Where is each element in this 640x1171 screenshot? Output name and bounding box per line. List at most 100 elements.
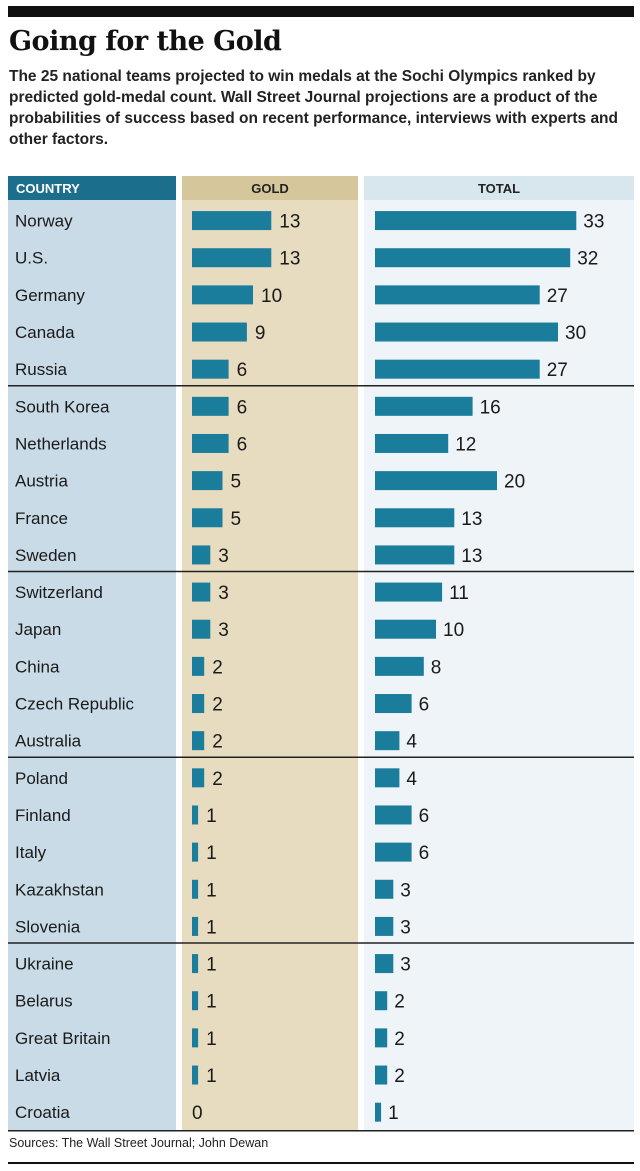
country-label: Japan — [15, 620, 61, 639]
gold-bar — [192, 619, 211, 639]
top-rule — [8, 6, 634, 17]
gold-value: 2 — [212, 769, 223, 790]
gold-value: 0 — [192, 1103, 203, 1124]
gold-bar — [192, 656, 205, 676]
total-value: 4 — [406, 732, 417, 753]
chart-subtitle: The 25 national teams projected to win m… — [9, 68, 618, 148]
total-bar — [375, 991, 388, 1011]
gold-bar — [192, 694, 205, 714]
gold-value: 1 — [206, 806, 217, 827]
gold-bar — [192, 879, 199, 899]
gold-bar — [192, 731, 205, 751]
country-label: Slovenia — [15, 917, 81, 936]
gold-value: 2 — [212, 695, 223, 716]
total-value: 27 — [547, 286, 568, 307]
total-column-bg — [364, 176, 634, 1131]
country-label: Canada — [15, 323, 75, 342]
header-total: TOTAL — [478, 181, 520, 196]
total-header-bg — [364, 176, 634, 200]
country-label: France — [15, 509, 68, 528]
gold-bar — [192, 508, 223, 528]
total-value: 12 — [455, 434, 476, 455]
total-bar — [375, 322, 558, 342]
total-bar — [375, 656, 424, 676]
gold-value: 2 — [212, 657, 223, 678]
country-label: Ukraine — [15, 955, 74, 974]
total-value: 10 — [443, 620, 464, 641]
gold-value: 13 — [279, 249, 300, 270]
country-label: U.S. — [15, 249, 48, 268]
gold-value: 1 — [206, 843, 217, 864]
total-bar — [375, 359, 540, 379]
country-label: South Korea — [15, 397, 110, 416]
total-value: 2 — [394, 1029, 405, 1050]
country-label: Czech Republic — [15, 695, 135, 714]
gold-bar — [192, 842, 199, 862]
gold-value: 9 — [255, 323, 266, 344]
country-label: Sweden — [15, 546, 76, 565]
gold-bar — [192, 396, 229, 416]
country-label: Austria — [15, 472, 68, 491]
total-bar — [375, 433, 449, 453]
total-value: 3 — [400, 917, 411, 938]
gold-value: 10 — [261, 286, 282, 307]
gold-bar — [192, 916, 199, 936]
gold-bar — [192, 322, 247, 342]
header-country: COUNTRY — [16, 181, 80, 196]
gold-value: 6 — [237, 434, 248, 455]
total-bar — [375, 1102, 382, 1122]
total-bar — [375, 954, 394, 974]
gold-value: 1 — [206, 1066, 217, 1087]
country-label: China — [15, 657, 60, 676]
total-value: 1 — [388, 1103, 399, 1124]
total-value: 32 — [577, 249, 598, 270]
gold-value: 5 — [231, 509, 242, 530]
country-label: Australia — [15, 732, 82, 751]
total-value: 8 — [431, 657, 442, 678]
total-bar — [375, 508, 455, 528]
gold-bar — [192, 433, 229, 453]
total-bar — [375, 1065, 388, 1085]
gold-value: 6 — [237, 397, 248, 418]
gold-value: 1 — [206, 1029, 217, 1050]
gold-value: 6 — [237, 360, 248, 381]
total-value: 16 — [480, 397, 501, 418]
gold-bar — [192, 1028, 199, 1048]
gold-value: 3 — [218, 546, 229, 567]
total-bar — [375, 731, 400, 751]
gold-value: 1 — [206, 955, 217, 976]
gold-bar — [192, 359, 229, 379]
total-bar — [375, 842, 412, 862]
gold-bar — [192, 248, 272, 268]
total-bar — [375, 582, 443, 602]
gold-bar — [192, 1065, 199, 1085]
country-label: Netherlands — [15, 434, 107, 453]
total-bar — [375, 619, 436, 639]
gold-value: 1 — [206, 917, 217, 938]
gold-bar — [192, 954, 199, 974]
chart-title: Going for the Gold — [9, 26, 282, 57]
country-header-bg — [8, 176, 176, 200]
country-label: Norway — [15, 212, 73, 231]
total-value: 3 — [400, 955, 411, 976]
gold-bar — [192, 582, 211, 602]
gold-value: 2 — [212, 732, 223, 753]
country-label: Kazakhstan — [15, 880, 104, 899]
country-label: Russia — [15, 360, 68, 379]
country-label: Great Britain — [15, 1029, 110, 1048]
total-value: 6 — [419, 806, 430, 827]
total-value: 20 — [504, 472, 525, 493]
total-bar — [375, 805, 412, 825]
gold-header-bg — [182, 176, 358, 200]
country-label: Poland — [15, 769, 68, 788]
gold-bar — [192, 471, 223, 491]
total-value: 3 — [400, 880, 411, 901]
total-value: 27 — [547, 360, 568, 381]
total-value: 13 — [461, 546, 482, 567]
total-bar — [375, 285, 540, 305]
total-bar — [375, 879, 394, 899]
header-gold: GOLD — [251, 181, 289, 196]
country-label: Belarus — [15, 992, 73, 1011]
country-label: Italy — [15, 843, 47, 862]
